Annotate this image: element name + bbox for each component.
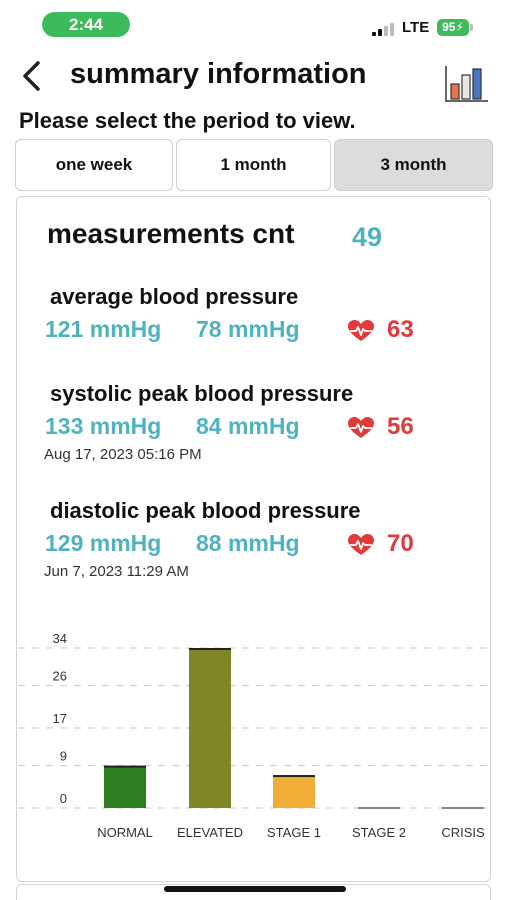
diastolic-peak-diastolic: 88 mmHg (196, 530, 300, 556)
tab-one-week[interactable]: one week (15, 139, 173, 191)
y-tick-label: 0 (60, 791, 67, 806)
systolic-peak-systolic: 133 mmHg (45, 413, 162, 439)
average-systolic: 121 mmHg (45, 316, 162, 342)
tab-1-month[interactable]: 1 month (176, 139, 331, 191)
heart-pulse-icon (348, 534, 374, 555)
measurements-count-value: 49 (352, 222, 383, 252)
x-tick-label: NORMAL (97, 825, 153, 840)
bar-elevated (189, 648, 231, 808)
systolic-peak-pulse: 56 (387, 413, 414, 440)
average-diastolic: 78 mmHg (196, 316, 300, 342)
systolic-peak-datetime: Aug 17, 2023 05:16 PM (44, 446, 202, 463)
y-tick-label: 26 (53, 669, 67, 684)
network-label: LTE (402, 19, 430, 36)
status-bar: 2:44 LTE 95⚡ (0, 0, 507, 50)
chevron-left-icon (23, 61, 40, 91)
period-instruction: Please select the period to view. (19, 108, 356, 133)
systolic-peak-diastolic: 84 mmHg (196, 413, 300, 439)
diastolic-peak-datetime: Jun 7, 2023 11:29 AM (44, 563, 189, 580)
tab-3-month[interactable]: 3 month (334, 139, 493, 191)
back-button[interactable] (18, 58, 48, 94)
page-title: summary information (70, 58, 367, 90)
heart-pulse-icon (348, 417, 374, 438)
battery-level: 95 (442, 20, 456, 34)
bar-cap (104, 765, 146, 768)
systolic-peak-title: systolic peak blood pressure (50, 381, 354, 406)
x-tick-label: CRISIS (441, 825, 485, 840)
bar-cap (189, 648, 231, 650)
x-tick-label: STAGE 1 (267, 825, 321, 840)
signal-icon (372, 22, 398, 36)
battery-icon: 95⚡ (437, 19, 469, 36)
bar-chart-icon (445, 66, 488, 102)
diastolic-peak-title: diastolic peak blood pressure (50, 498, 361, 523)
y-tick-label: 17 (53, 711, 67, 726)
x-tick-label: STAGE 2 (352, 825, 406, 840)
average-title: average blood pressure (50, 284, 299, 309)
home-indicator (164, 886, 346, 892)
chart-view-button[interactable] (444, 64, 490, 104)
y-tick-label: 9 (60, 749, 67, 764)
average-pulse: 63 (387, 316, 414, 343)
status-time: 2:44 (42, 12, 130, 37)
battery-tip (470, 24, 473, 31)
x-tick-label: ELEVATED (177, 825, 243, 840)
summary-card (16, 196, 491, 882)
bar-stage-2 (358, 807, 400, 809)
heart-pulse-icon (348, 320, 374, 341)
diastolic-peak-pulse: 70 (387, 530, 414, 557)
bar-normal (104, 765, 146, 808)
bar-cap (273, 775, 315, 778)
secondary-card (16, 884, 491, 900)
y-tick-label: 34 (53, 631, 67, 646)
measurements-count-label: measurements cnt (47, 218, 295, 249)
bar-crisis (442, 807, 484, 809)
diastolic-peak-systolic: 129 mmHg (45, 530, 162, 556)
bar-stage-1 (273, 775, 315, 808)
bp-category-chart: 0 9 17 26 34 NORMAL ELEVATED STAGE 1 STAGE 2 CRIS… (18, 631, 493, 840)
